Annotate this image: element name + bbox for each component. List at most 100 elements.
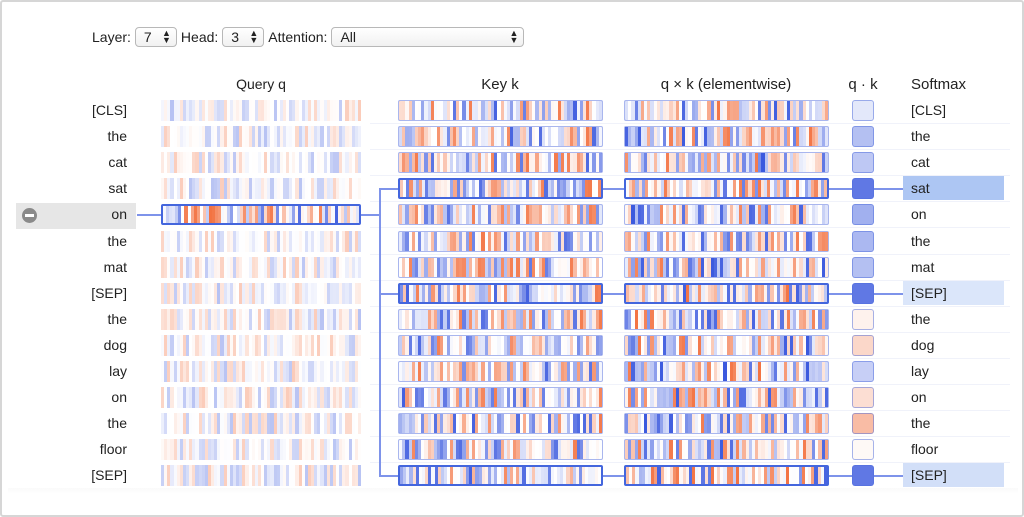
vector-cell [176,256,180,278]
vector-cell [516,440,520,460]
vector-cell [808,362,813,381]
vector-cell [345,126,349,148]
vector-cell [755,231,759,251]
vector-cell [745,467,749,485]
vector-cell [742,284,746,302]
query-token-label[interactable]: sat [108,180,127,197]
vector-cell [491,180,495,198]
vector-cell [418,231,422,251]
vector-cell [354,387,358,409]
vector-cell [289,100,293,121]
query-token-label[interactable]: [SEP] [91,467,127,484]
layer-select[interactable]: 7 ▲ ▼ [134,27,177,47]
vector-cell [764,362,768,381]
vector-cell [758,231,762,251]
vector-cell [513,440,517,460]
vector-cell [469,467,473,485]
query-token-label[interactable]: dog [103,336,127,353]
vector-cell [295,282,299,304]
vector-cell [805,127,809,147]
query-token-label[interactable]: [CLS] [91,102,127,118]
vector-cell [799,101,803,120]
attention-select[interactable]: All ▲ ▼ [331,27,525,47]
vector-cell [506,257,511,277]
vector-cell [226,178,230,200]
vector-cell [567,257,571,277]
vector-cell [164,256,168,278]
vector-cell [175,206,179,224]
vector-cell [270,465,274,487]
query-token-label[interactable]: cat [108,154,127,171]
vector-cell [748,180,752,198]
vector-cell [405,362,409,381]
vector-cell [167,282,171,304]
vector-cell [211,334,215,356]
vector-cell [307,126,311,148]
vector-cell [805,257,809,277]
attention-label: Attention: [268,29,328,45]
head-select[interactable]: 3 ▲ ▼ [222,27,265,47]
vector-cell [176,387,180,409]
vector-cell [688,335,692,355]
vector-cell [229,413,233,435]
vector-cell [726,414,730,434]
query-token-label[interactable]: the [107,232,127,249]
vector-cell [307,100,311,121]
vector-cell [685,257,689,277]
query-token-label[interactable]: the [107,415,127,432]
query-token-label[interactable]: lay [109,363,127,379]
vector-cell [348,413,352,435]
query-token-label[interactable]: the [107,310,127,327]
vector-cell [694,388,698,408]
vector-cell [544,231,549,251]
vector-cell [563,467,567,485]
vector-cell [582,205,587,225]
vector-cell [176,126,180,148]
vector-cell [739,180,743,198]
vector-cell [745,309,749,329]
vector-cell [236,465,240,487]
vector-cell [236,230,240,252]
vector-cell [229,308,233,330]
vector-cell [793,388,797,408]
vector-cell [506,231,511,251]
vector-cell [634,414,638,434]
query-token-label[interactable]: on [111,206,127,223]
vector-cell [427,205,431,225]
vector-cell [783,153,787,173]
vector-cell [598,309,602,329]
vector-cell [434,284,438,302]
vector-cell [650,414,654,434]
vector-cell [659,414,664,434]
vector-cell [510,153,514,173]
vector-cell [657,467,661,485]
query-token-label[interactable]: on [111,389,127,406]
query-token-label[interactable]: floor [99,441,127,458]
vector-cell [292,308,296,330]
vector-cell [295,361,299,382]
vector-cell [783,231,787,251]
vector-cell [503,284,507,302]
query-token-label[interactable]: [SEP] [91,284,127,301]
vector-cell [421,231,425,251]
vector-cell [490,440,495,460]
vector-cell [598,414,602,434]
vector-cell [173,308,177,330]
vector-cell [777,362,781,381]
vector-cell [214,334,218,356]
vector-cell [437,440,441,460]
vector-cell [694,414,698,434]
vector-cell [226,282,230,304]
vector-cell [764,205,768,225]
minus-circle-icon[interactable] [22,208,37,223]
vector-cell [748,153,752,173]
vector-cell [424,127,428,147]
query-token-label[interactable]: mat [103,258,127,275]
vector-cell [182,282,186,304]
vector-cell [805,180,809,198]
vector-cell [176,361,180,382]
vector-cell [226,413,230,435]
vector-cell [594,284,598,302]
query-token-label[interactable]: the [107,128,127,145]
vector-cell [679,284,683,302]
